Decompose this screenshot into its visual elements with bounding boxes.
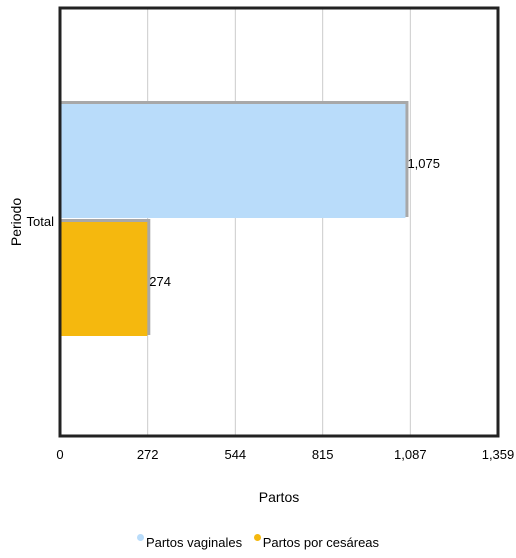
legend-item-partos-vaginales[interactable]: Partos vaginales — [136, 534, 243, 550]
y-tick-label: Total — [27, 214, 55, 229]
legend-item-partos-por-cesareas[interactable]: Partos por cesáreas — [253, 534, 380, 550]
data-label: 1,075 — [407, 156, 440, 171]
x-tick-label: 1,359 — [482, 447, 515, 462]
x-tick-label: 0 — [56, 447, 63, 462]
bars — [60, 101, 409, 336]
x-tick-label: 272 — [137, 447, 159, 462]
data-labels: 1,075 274 — [149, 156, 440, 289]
gridlines — [147, 8, 411, 436]
y-axis-title: Periodo — [8, 198, 24, 246]
legend-dot-icon — [136, 534, 144, 541]
x-tick-label: 544 — [224, 447, 246, 462]
data-label: 274 — [149, 274, 171, 289]
bar-fill — [60, 104, 406, 218]
x-tick-label: 1,087 — [394, 447, 427, 462]
legend-dot-icon — [253, 534, 261, 541]
y-axis-ticks: Total — [27, 214, 55, 229]
bar-partos-vaginales[interactable] — [60, 101, 409, 218]
bar-partos-por-cesareas[interactable] — [60, 219, 151, 336]
bar-fill — [60, 222, 148, 336]
legend-label: Partos por cesáreas — [262, 535, 380, 550]
plot-frame — [58, 6, 500, 438]
x-axis-title: Partos — [259, 489, 299, 505]
legend: Partos vaginales Partos por cesáreas — [0, 534, 516, 550]
x-tick-label: 815 — [312, 447, 334, 462]
legend-label: Partos vaginales — [145, 535, 243, 550]
x-axis-ticks: 0 272 544 815 1,087 1,359 — [56, 447, 514, 462]
